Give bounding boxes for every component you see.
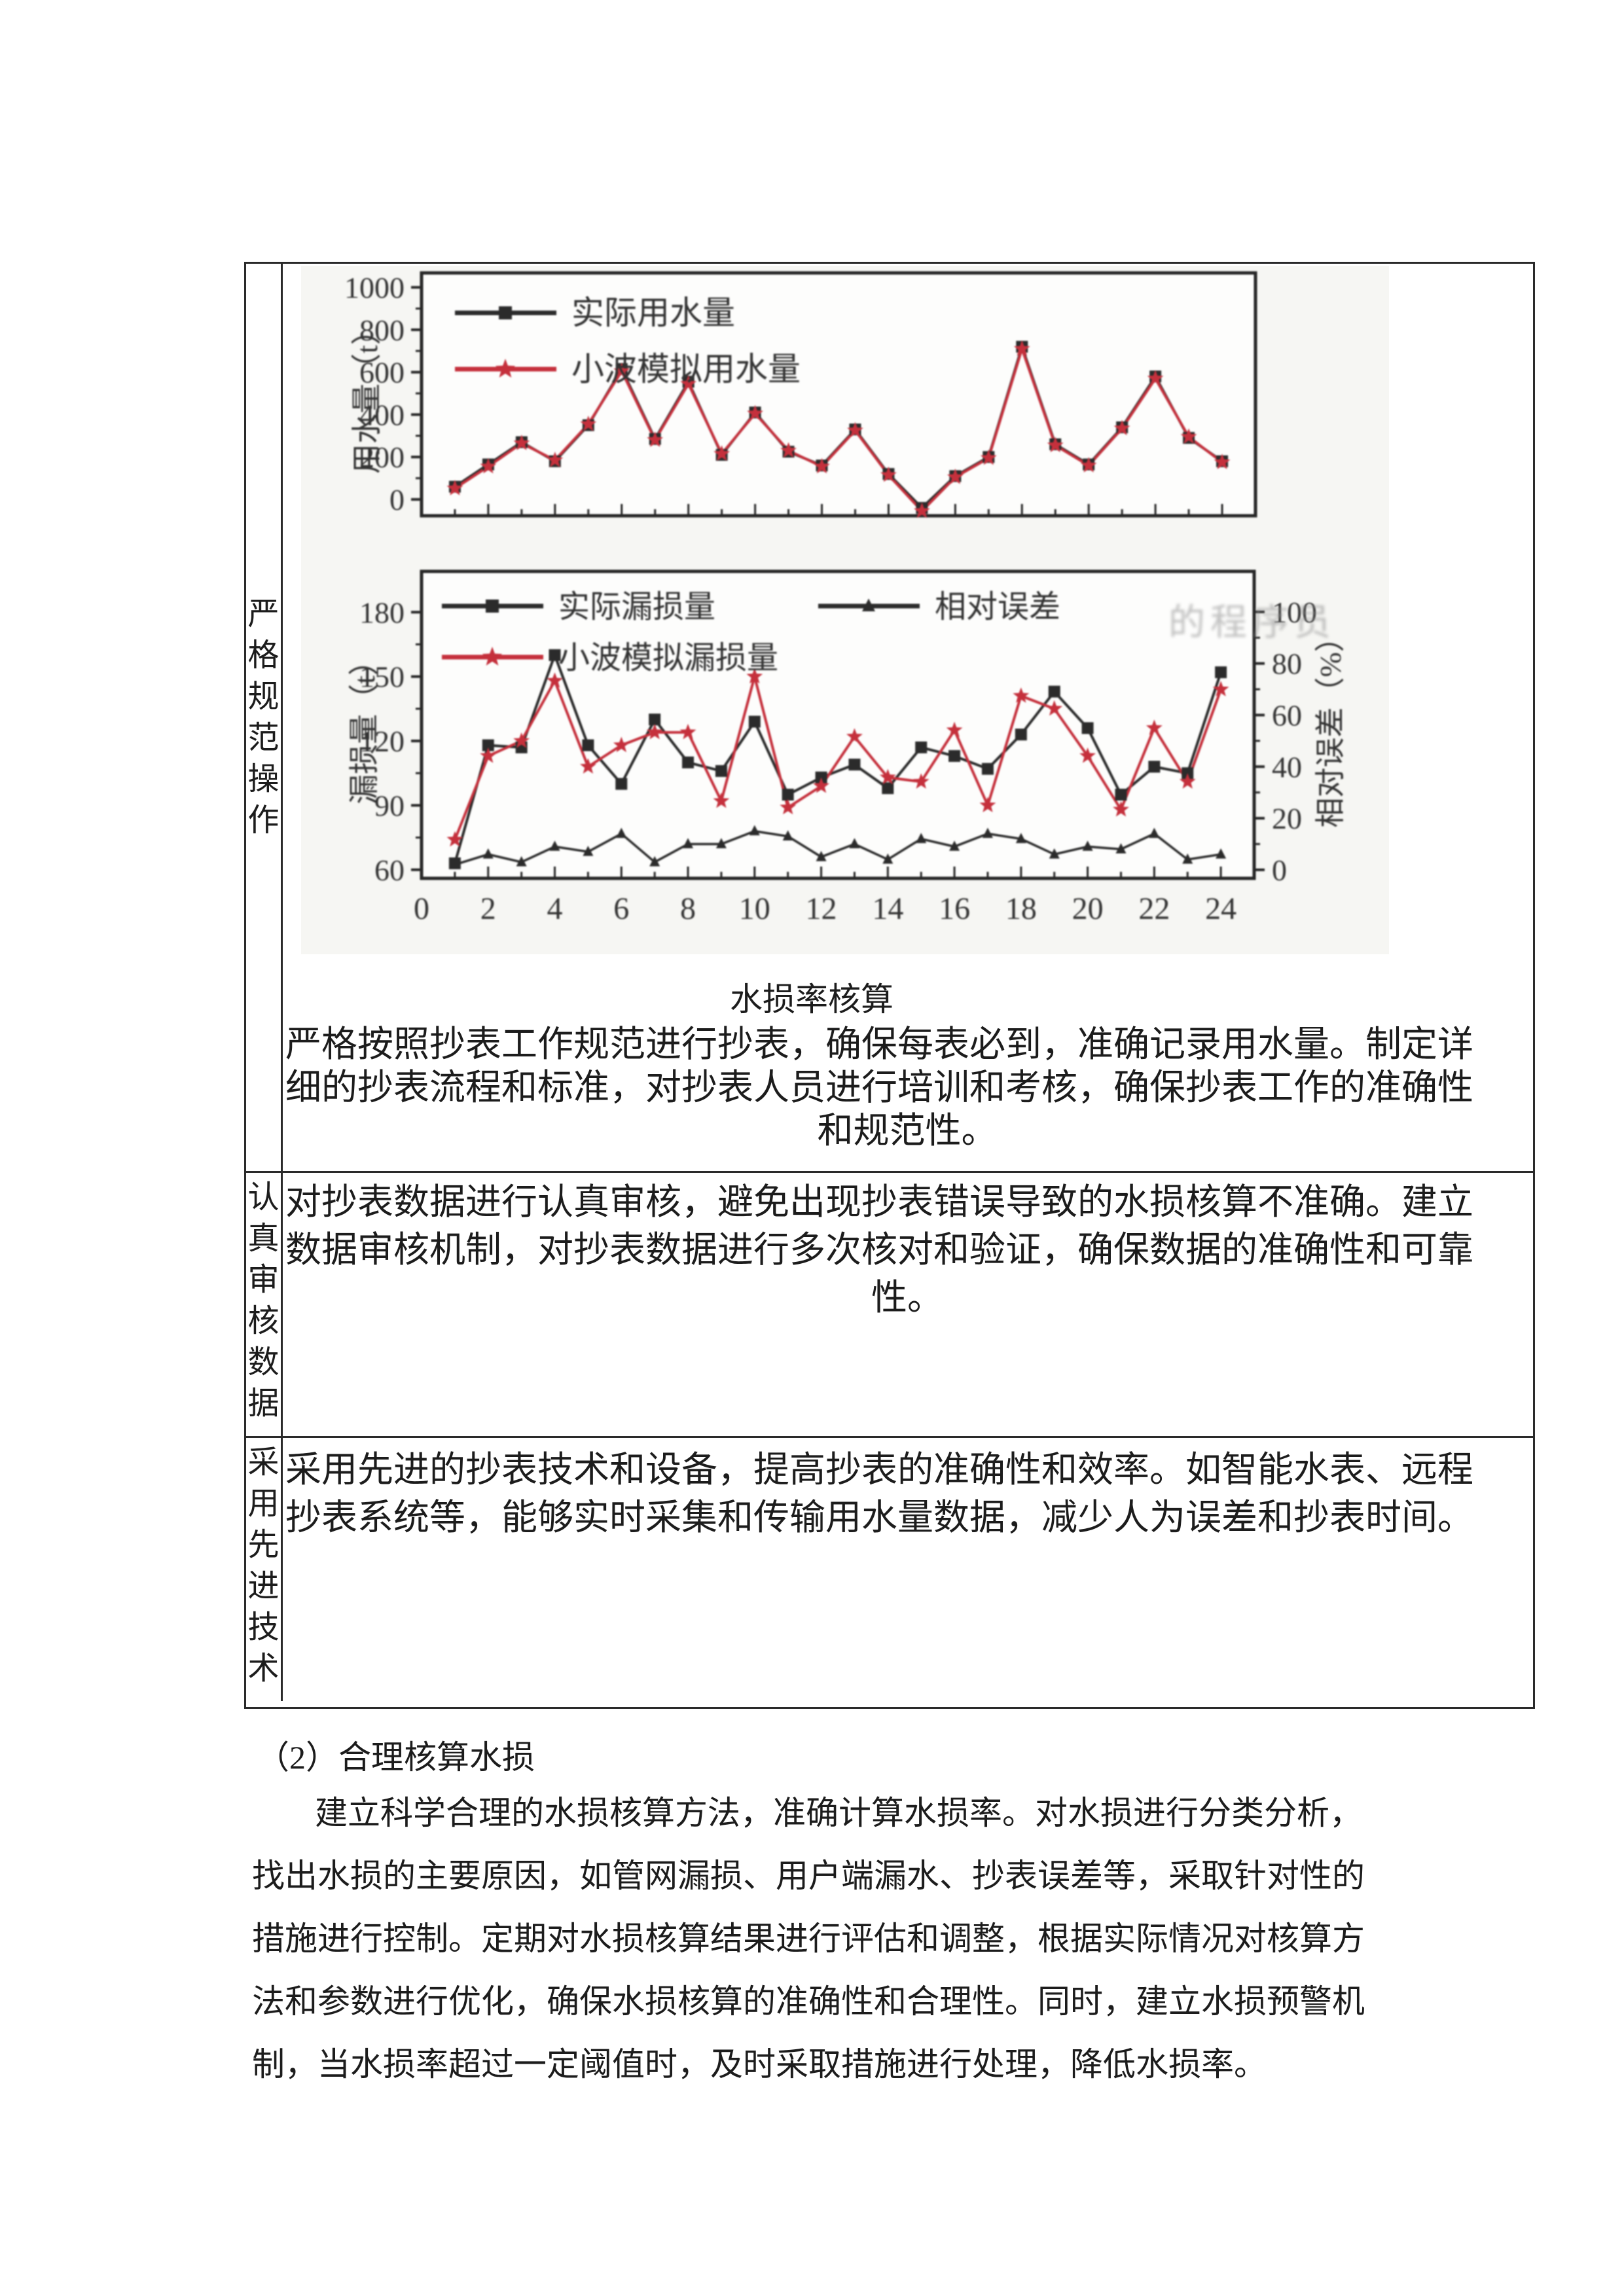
svg-text:8: 8 [680,891,696,926]
svg-text:60: 60 [374,853,405,887]
paragraph-line: 找出水损的主要原因，如管网漏损、用户端漏水、抄表误差等，采取针对性的 [252,1857,1365,1894]
section-heading: （2）合理核算水损 [257,1739,535,1776]
paragraph-line: 细的抄表流程和标准，对抄表人员进行培训和考核，确保抄表工作的准确性 [285,1067,1474,1107]
paragraph-line: 法和参数进行优化，确保水损核算的准确性和合理性。同时，建立水损预警机 [252,1983,1365,2020]
figure-caption: 水损率核算 [730,981,893,1018]
section-paragraph: 建立科学合理的水损核算方法，准确计算水损率。对水损进行分类分析， 找出水损的主要… [252,1782,1375,2096]
paragraph-line: 抄表系统等，能够实时采集和传输用水量数据，减少人为误差和抄表时间。 [285,1498,1474,1537]
svg-text:相对误差: 相对误差 [935,590,1060,624]
paragraph-line: 措施进行控制。定期对水损核算结果进行评估和调整，根据实际情况对核算方 [252,1920,1365,1957]
svg-text:18: 18 [1005,891,1037,926]
svg-text:600: 600 [359,356,405,389]
paragraph-line: 制，当水损率超过一定阈值时，及时采取措施进行处理，降低水损率。 [252,2046,1267,2083]
svg-text:0: 0 [414,891,429,926]
svg-text:相对误差（%）: 相对误差（%） [1314,622,1347,827]
paragraph-line: 建立科学合理的水损核算方法，准确计算水损率。对水损进行分类分析， [315,1795,1362,1831]
svg-text:14: 14 [872,891,903,926]
paragraph-line: 对抄表数据进行认真审核，避免出现抄表错误导致的水损核算不准确。建立 [285,1182,1474,1222]
row-content-cell: 采用先进的抄表技术和设备，提高抄表的准确性和效率。如智能水表、远程 抄表系统等，… [283,1438,1533,1701]
svg-text:6: 6 [613,891,629,926]
row-label-cell: 严格规范操作 [246,264,283,1171]
svg-text:90: 90 [374,789,405,822]
svg-text:实际用水量: 实际用水量 [571,295,735,331]
row1-paragraph: 严格按照抄表工作规范进行抄表，确保每表必到，准确记录用水量。制定详 细的抄表流程… [285,1023,1529,1153]
paragraph-line: 严格按照抄表工作规范进行抄表，确保每表必到，准确记录用水量。制定详 [285,1024,1474,1064]
row-label-cell: 采用先进技术 [246,1438,283,1701]
svg-text:2: 2 [480,891,496,926]
svg-text:小波模拟漏损量: 小波模拟漏损量 [558,641,778,675]
svg-text:150: 150 [359,660,405,694]
row-content-cell: 0 200 400 600 800 1000 实际用水量 小波模拟用水量 用水量（t） 60 90… [283,264,1533,1171]
row3-paragraph: 采用先进的抄表技术和设备，提高抄表的准确性和效率。如智能水表、远程 抄表系统等，… [285,1446,1529,1541]
row-label-vertical: 认真审核数据 [247,1180,280,1421]
svg-text:22: 22 [1138,891,1170,926]
svg-text:16: 16 [939,891,970,926]
svg-text:0: 0 [1272,853,1287,887]
svg-text:24: 24 [1205,891,1236,926]
row2-paragraph: 对抄表数据进行认真审核，避免出现抄表错误导致的水损核算不准确。建立 数据审核机制… [285,1178,1529,1321]
scanned-figure: 0 200 400 600 800 1000 实际用水量 小波模拟用水量 用水量（t） 60 90… [301,266,1389,954]
table-row-advanced-tech: 采用先进技术 采用先进的抄表技术和设备，提高抄表的准确性和效率。如智能水表、远程… [246,1436,1533,1701]
svg-text:40: 40 [1272,750,1302,783]
svg-text:20: 20 [1072,891,1104,926]
paragraph-line: 和规范性。 [817,1111,998,1151]
svg-text:20: 20 [1272,802,1302,835]
paragraph-line: 性。 [871,1278,943,1318]
svg-text:400: 400 [359,398,405,431]
paragraph-line: 采用先进的抄表技术和设备，提高抄表的准确性和效率。如智能水表、远程 [285,1450,1474,1490]
content-table: 严格规范操作 0 200 400 600 800 1000 实际用水量 小波模拟用水量 用水量（… [244,262,1535,1709]
svg-text:120: 120 [359,725,405,758]
svg-text:60: 60 [1272,699,1302,732]
row-content-cell: 对抄表数据进行认真审核，避免出现抄表错误导致的水损核算不准确。建立 数据审核机制… [283,1173,1533,1436]
svg-text:漏损量（t）: 漏损量（t） [348,645,381,804]
row-label-vertical: 严格规范操作 [247,597,280,838]
svg-text:100: 100 [1272,596,1317,629]
row-label-vertical: 采用先进技术 [247,1445,280,1686]
row-label-cell: 认真审核数据 [246,1173,283,1436]
svg-text:用水量（t）: 用水量（t） [350,315,384,474]
svg-text:12: 12 [806,891,837,926]
svg-text:小波模拟用水量: 小波模拟用水量 [571,351,801,387]
svg-text:1000: 1000 [344,271,405,304]
paragraph-line: 数据审核机制，对抄表数据进行多次核对和验证，确保数据的准确性和可靠 [285,1230,1474,1270]
svg-text:4: 4 [547,891,563,926]
svg-text:0: 0 [389,483,405,516]
table-row-strict-operation: 严格规范操作 0 200 400 600 800 1000 实际用水量 小波模拟用水量 用水量（… [246,264,1533,1171]
svg-text:80: 80 [1272,647,1302,681]
svg-text:180: 180 [359,596,405,629]
table-row-review-data: 认真审核数据 对抄表数据进行认真审核，避免出现抄表错误导致的水损核算不准确。建立… [246,1171,1533,1436]
svg-text:实际漏损量: 实际漏损量 [558,590,715,624]
svg-text:800: 800 [359,314,405,347]
svg-text:200: 200 [359,440,405,474]
svg-text:10: 10 [739,891,770,926]
